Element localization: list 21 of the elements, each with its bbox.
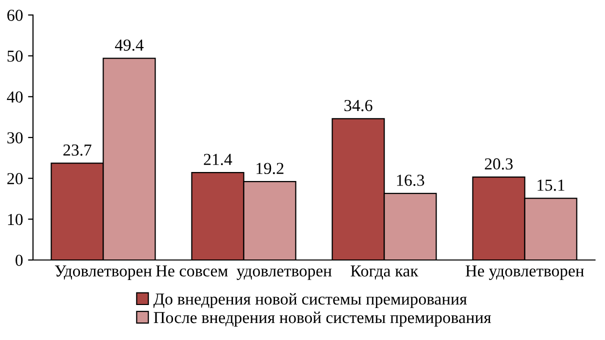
data-label: 20.3 [484,158,513,170]
y-tick-label: 30 [7,132,23,144]
data-label: 16.3 [397,174,424,186]
data-label: 49.4 [114,40,144,51]
data-label: 19.2 [256,162,284,174]
y-tick-label: 50 [8,50,23,62]
legend-label: После внедрения новой системы премирования [154,312,492,327]
x-tick-label: Удовлетворен [54,266,152,280]
data-label: 15.1 [538,180,564,191]
y-tick-label: 60 [7,10,23,21]
data-label: 21.4 [204,154,232,166]
x-tick-label: Когда как [350,266,418,280]
x-tick-label: Не удовлетворен [466,265,584,280]
y-tick-label: 40 [6,91,23,103]
y-tick-label: 0 [16,254,23,266]
legend-label: До внедрения новой системы премирования [153,293,467,308]
data-label: 34.6 [344,100,372,112]
x-tick-label: Не совсем удовлетворен [156,265,332,280]
data-label: 23.7 [63,144,92,156]
y-tick-label: 20 [7,173,23,184]
y-tick-label: 10 [8,214,23,226]
